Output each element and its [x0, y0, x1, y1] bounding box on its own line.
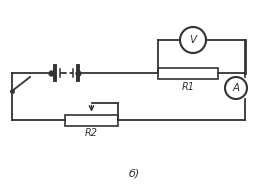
Bar [158, 67, 218, 79]
Text: R2: R2 [85, 129, 98, 139]
Bar [65, 114, 118, 126]
Text: A: A [232, 83, 240, 93]
Text: V: V [189, 35, 196, 45]
Text: б): б) [128, 168, 140, 178]
Text: R1: R1 [181, 82, 195, 92]
